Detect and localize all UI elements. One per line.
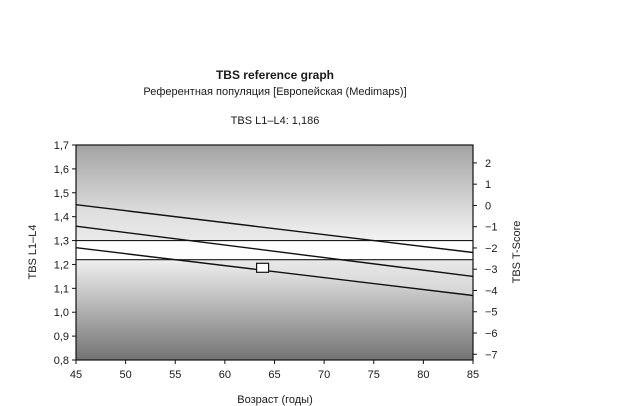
y-tick-label: 1,7 <box>54 140 69 152</box>
x-tick-label: 75 <box>368 369 380 381</box>
result-label: TBS L1–L4: 1,186 <box>231 115 320 127</box>
series-line-1 <box>75 204 474 254</box>
t-score-tick-label: −6 <box>485 328 498 340</box>
y-tick-label: 1,0 <box>54 307 69 319</box>
x-axis-label: Возраст (годы) <box>237 394 313 406</box>
y-axis-label-right: TBS T-Score <box>511 221 523 284</box>
x-tick-label: 80 <box>417 369 429 381</box>
y-tick-label: 1,1 <box>54 283 69 295</box>
y-tick-label: 0,8 <box>54 355 69 367</box>
t-score-tick-label: −3 <box>485 264 498 276</box>
x-tick-label: 50 <box>120 369 132 381</box>
t-score-tick-label: −1 <box>485 222 498 234</box>
patient-marker <box>255 262 270 273</box>
series-line-3 <box>75 247 474 297</box>
middle-zone-overlay <box>76 240 473 260</box>
y-axis-label-left: TBS L1–L4 <box>27 224 39 279</box>
chart-title: TBS reference graph <box>216 68 334 82</box>
y-tick-label: 1,3 <box>54 236 69 248</box>
axes: 0,8 0,9 1,0 1,1 1,2 1,3 1,4 1,5 1,6 1,7 2 1 0 −1 −2 −3 −… <box>54 140 498 381</box>
plot-area <box>75 145 474 360</box>
t-score-tick-label: 1 <box>485 179 491 191</box>
x-tick-label: 45 <box>70 369 82 381</box>
y-tick-label: 0,9 <box>54 331 69 343</box>
x-tick-label: 55 <box>169 369 181 381</box>
t-score-tick-label: −4 <box>485 285 498 297</box>
t-score-tick-label: −7 <box>485 349 498 361</box>
y-tick-label: 1,5 <box>54 188 69 200</box>
t-score-tick-label: 2 <box>485 158 491 170</box>
x-tick-label: 65 <box>268 369 280 381</box>
series-line-2 <box>75 225 474 278</box>
y-tick-label: 1,4 <box>54 212 69 224</box>
x-tick-label: 60 <box>219 369 231 381</box>
t-score-tick-label: 0 <box>485 200 491 212</box>
chart-subtitle: Референтная популяция [Европейская (Medi… <box>143 86 406 98</box>
y-tick-label: 1,2 <box>54 259 69 271</box>
x-tick-label: 70 <box>318 369 330 381</box>
t-score-tick-label: −5 <box>485 307 498 319</box>
y-tick-label: 1,6 <box>54 164 69 176</box>
x-tick-label: 85 <box>467 369 479 381</box>
t-score-tick-label: −2 <box>485 243 498 255</box>
